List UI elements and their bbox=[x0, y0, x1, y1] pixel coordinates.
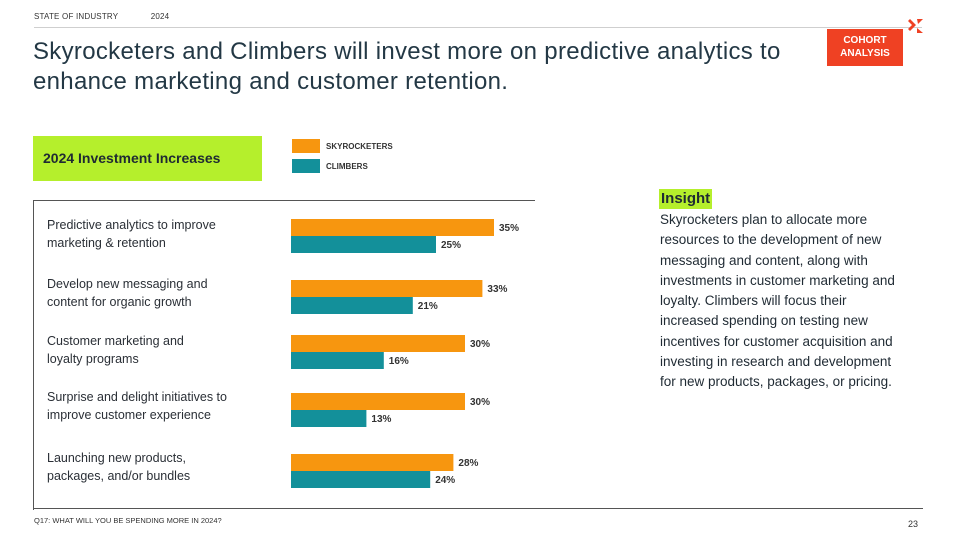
bar-skyrocketers-2 bbox=[291, 335, 465, 352]
category-label-2: Customer marketing and loyalty programs bbox=[47, 334, 184, 366]
legend-label-climbers: CLIMBERS bbox=[326, 161, 368, 171]
legend-swatch-climbers bbox=[292, 159, 320, 173]
bar-climbers-2 bbox=[291, 352, 384, 369]
insight-title: Insight bbox=[659, 189, 713, 209]
badge-line-2: ANALYSIS bbox=[840, 48, 890, 59]
data-label-climbers-4: 24% bbox=[435, 475, 455, 486]
category-label-1: Develop new messaging and content for or… bbox=[47, 277, 208, 309]
category-label-3: Surprise and delight initiatives to impr… bbox=[47, 390, 227, 422]
data-label-climbers-1: 21% bbox=[418, 301, 438, 312]
page-number: 23 bbox=[908, 519, 919, 529]
data-label-climbers-2: 16% bbox=[389, 356, 409, 367]
top-bar: STATE OF INDUSTRY 2024 bbox=[34, 12, 169, 21]
top-divider bbox=[34, 27, 922, 28]
chart-legend: SKYROCKETERS CLIMBERS bbox=[292, 139, 393, 179]
bar-climbers-1 bbox=[291, 297, 413, 314]
data-label-skyrocketers-4: 28% bbox=[458, 458, 478, 469]
brand-logo-icon bbox=[908, 19, 923, 33]
bar-climbers-0 bbox=[291, 236, 436, 253]
data-label-skyrocketers-3: 30% bbox=[470, 397, 490, 408]
year-label: 2024 bbox=[150, 12, 170, 21]
data-label-skyrocketers-1: 33% bbox=[487, 284, 507, 295]
question-footnote: Q17: WHAT WILL YOU BE SPENDING MORE IN 2… bbox=[34, 516, 222, 525]
page-title: Skyrocketers and Climbers will invest mo… bbox=[33, 38, 781, 95]
bar-skyrocketers-1 bbox=[291, 280, 483, 297]
legend-item-climbers: CLIMBERS bbox=[292, 159, 393, 173]
bottom-divider bbox=[33, 508, 923, 509]
data-label-skyrocketers-2: 30% bbox=[470, 339, 490, 350]
bar-skyrocketers-4 bbox=[291, 454, 454, 471]
legend-swatch-skyrocketers bbox=[292, 139, 320, 153]
section-label: STATE OF INDUSTRY bbox=[34, 12, 119, 21]
bar-climbers-3 bbox=[291, 410, 367, 427]
data-label-climbers-3: 13% bbox=[371, 414, 391, 425]
legend-label-skyrocketers: SKYROCKETERS bbox=[326, 141, 393, 151]
data-label-climbers-0: 25% bbox=[441, 240, 461, 251]
insight-body: Skyrocketers plan to allocate more resou… bbox=[660, 212, 895, 390]
bar-climbers-4 bbox=[291, 471, 431, 488]
chart-frame bbox=[33, 200, 535, 510]
bar-skyrocketers-3 bbox=[291, 393, 465, 410]
badge-line-1: COHORT bbox=[843, 35, 887, 46]
data-label-skyrocketers-0: 35% bbox=[499, 223, 519, 234]
category-label-0: Predictive analytics to improve marketin… bbox=[47, 218, 216, 250]
cohort-analysis-badge: COHORT ANALYSIS bbox=[827, 29, 903, 66]
chart-title: 2024 Investment Increases bbox=[33, 136, 262, 181]
category-label-4: Launching new products, packages, and/or… bbox=[47, 451, 191, 483]
bar-skyrocketers-0 bbox=[291, 219, 494, 236]
legend-item-skyrocketers: SKYROCKETERS bbox=[292, 139, 393, 153]
